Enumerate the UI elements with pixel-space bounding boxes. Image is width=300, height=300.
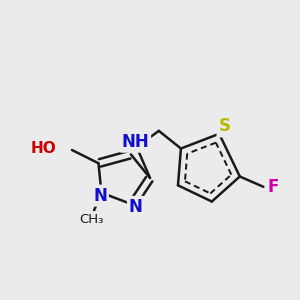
Text: NH: NH [122,133,149,151]
Text: HO: HO [31,141,57,156]
Text: F: F [267,178,278,196]
Text: N: N [129,198,143,216]
Text: N: N [93,187,107,205]
Text: CH₃: CH₃ [79,213,103,226]
Text: S: S [218,117,230,135]
